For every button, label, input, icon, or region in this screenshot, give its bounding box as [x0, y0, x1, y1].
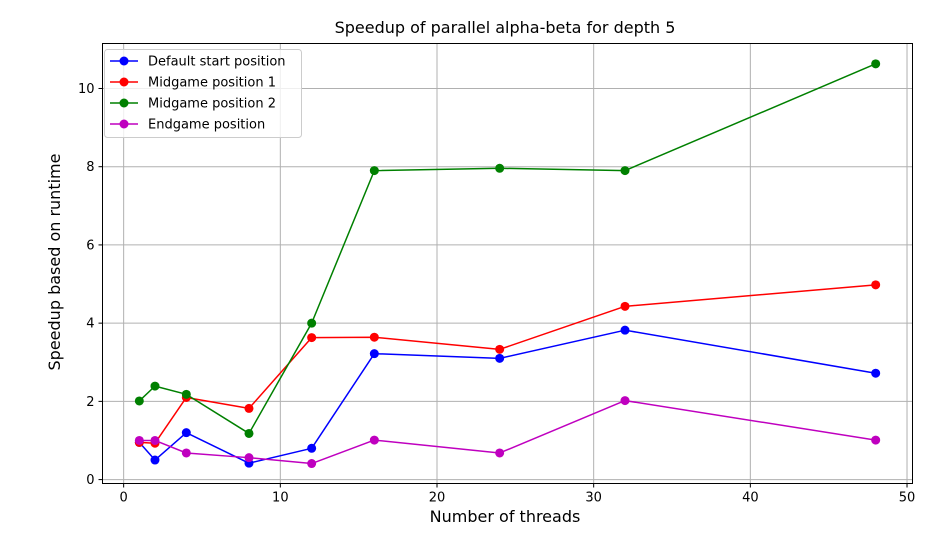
data-point [244, 403, 254, 413]
x-axis: 0 10 20 30 40 50 [120, 483, 916, 506]
legend-item: Midgame position 2 [110, 97, 276, 112]
legend-label: Endgame position [148, 118, 265, 133]
y-tick-label: 2 [86, 395, 94, 410]
legend-marker [119, 56, 129, 66]
legend-marker [119, 98, 129, 108]
series-3 [134, 396, 881, 469]
series-line [139, 284, 876, 444]
legend: Default start position Midgame position … [104, 49, 302, 138]
legend-box [104, 49, 302, 138]
y-tick-label: 6 [86, 238, 94, 253]
y-axis: 0 2 4 6 8 10 [78, 82, 103, 488]
data-point [495, 353, 505, 363]
data-point [871, 435, 881, 445]
y-tick-label: 10 [78, 82, 95, 97]
data-point [307, 459, 317, 469]
series-2 [134, 59, 881, 438]
legend-item: Endgame position [110, 118, 265, 133]
legend-marker [119, 77, 129, 87]
series-1 [134, 280, 881, 448]
data-point [620, 166, 630, 176]
data-point [244, 428, 254, 438]
data-point [871, 280, 881, 290]
data-point [181, 428, 191, 438]
data-point [181, 448, 191, 458]
y-tick-label: 8 [86, 160, 94, 175]
legend-marker [119, 119, 129, 129]
data-point [150, 435, 160, 445]
x-tick-label: 40 [742, 491, 759, 506]
x-axis-label: Number of threads [430, 507, 581, 526]
data-point [369, 332, 379, 342]
chart-title: Speedup of parallel alpha-beta for depth… [335, 18, 676, 37]
data-point [369, 166, 379, 176]
legend-label: Midgame position 2 [148, 97, 276, 112]
data-point [244, 453, 254, 463]
data-point [307, 333, 317, 343]
y-tick-label: 4 [86, 317, 94, 332]
y-tick-label: 0 [86, 473, 94, 488]
x-tick-label: 10 [272, 491, 289, 506]
data-point [134, 396, 144, 406]
legend-item: Default start position [110, 55, 286, 70]
x-tick-label: 20 [429, 491, 446, 506]
data-point [620, 325, 630, 335]
data-point [620, 396, 630, 406]
data-point [369, 349, 379, 359]
data-point [134, 435, 144, 445]
legend-label: Midgame position 1 [148, 76, 276, 91]
legend-item: Midgame position 1 [110, 76, 276, 91]
legend-label: Default start position [148, 55, 286, 70]
axes-frame [102, 43, 913, 484]
data-point [495, 344, 505, 354]
x-tick-label: 0 [120, 491, 128, 506]
x-tick-label: 50 [899, 491, 916, 506]
data-point [871, 368, 881, 378]
data-point [150, 455, 160, 465]
data-point [495, 448, 505, 458]
data-point [150, 381, 160, 391]
data-point [307, 318, 317, 328]
plot-area [134, 59, 881, 469]
data-point [620, 301, 630, 311]
data-point [181, 389, 191, 399]
data-point [307, 443, 317, 453]
series-line [138, 329, 876, 464]
x-tick-label: 30 [585, 491, 602, 506]
data-point [369, 435, 379, 445]
data-point [871, 59, 881, 69]
data-point [495, 163, 505, 173]
y-axis-label: Speedup based on runtime [45, 154, 64, 371]
